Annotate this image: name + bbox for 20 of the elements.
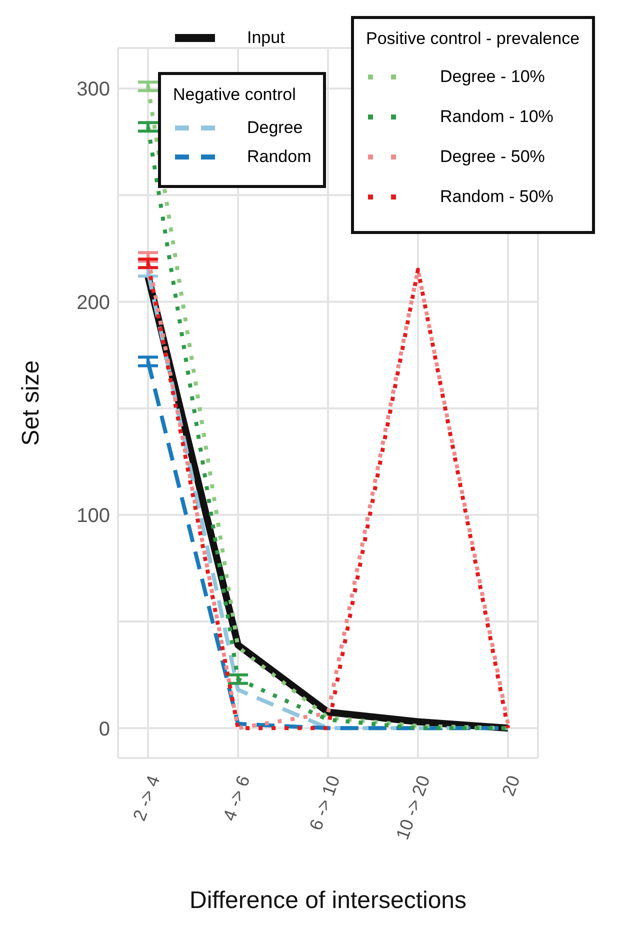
y-tick-label: 300 xyxy=(76,78,110,101)
legend-label: Degree xyxy=(247,118,303,138)
legend-label: Random xyxy=(247,146,312,166)
x-tick-label: 10 -> 20 xyxy=(392,772,434,842)
y-tick-label: 200 xyxy=(76,292,110,314)
legend-label: Degree - 10% xyxy=(440,67,545,87)
x-axis-title: Difference of intersections xyxy=(189,887,467,914)
x-tick-label: 20 xyxy=(498,772,524,799)
x-tick-label: 6 -> 10 xyxy=(306,772,344,833)
legend-label: Degree - 50% xyxy=(440,147,545,167)
x-tick-label: 2 -> 4 xyxy=(129,772,164,824)
legend-label: Random - 50% xyxy=(440,187,554,207)
legend-label: Random - 10% xyxy=(440,107,554,127)
y-tick-label: 0 xyxy=(98,718,110,740)
y-axis-title: Set size xyxy=(18,360,45,446)
text: Positive control - prevalence xyxy=(366,29,580,48)
y-tick-label: 100 xyxy=(76,505,110,528)
text: Negative control xyxy=(173,85,296,104)
legend-label: Input xyxy=(247,28,285,48)
x-tick-label: 4 -> 6 xyxy=(219,772,254,824)
